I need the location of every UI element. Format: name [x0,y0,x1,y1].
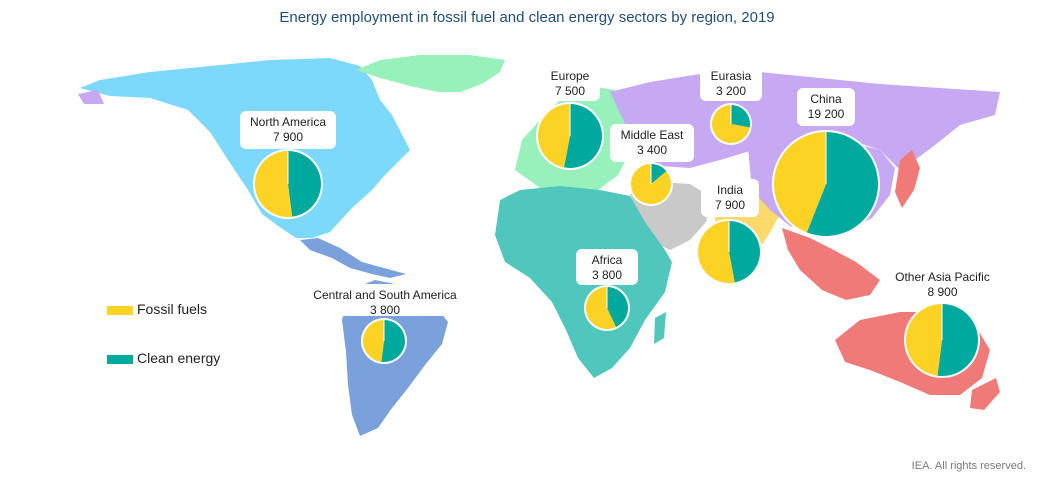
pie-slice-clean-china [806,132,878,236]
legend-label-fossil: Fossil fuels [137,301,208,317]
central-america-shape [300,238,406,278]
label-box-africa [576,249,638,285]
region-name-africa: Africa [592,253,623,267]
region-name-other-asia-pacific: Other Asia Pacific [895,270,990,284]
region-value-middle-east: 3 400 [637,143,667,157]
pie-slice-clean-europe [564,104,602,168]
label-box-middle-east [610,124,694,162]
pie-slice-clean-eurasia [731,105,750,128]
label-box-eurasia [700,65,762,101]
chart-title: Energy employment in fossil fuel and cle… [279,9,775,26]
pie-slice-fossil-central-and-south-america [362,320,384,362]
greenland-shape [356,55,505,92]
pie-slice-fossil-europe [537,104,570,168]
label-box-north-america [240,111,336,149]
region-value-india: 7 900 [715,198,745,212]
region-name-eurasia: Eurasia [711,69,752,83]
region-value-china: 19 200 [808,107,845,121]
region-value-europe: 7 500 [555,84,585,98]
continents [78,55,1000,436]
southeast-asia-shape [782,228,880,300]
pie-slice-clean-central-and-south-america [381,320,405,362]
pie-slice-fossil-africa [585,287,616,329]
madagascar-shape [654,312,666,344]
pie-slice-clean-other-asia-pacific [937,304,979,377]
pie-slice-clean-middle-east [651,164,667,184]
region-name-china: China [810,92,842,106]
region-name-north-america: North America [250,115,326,129]
alaska-tip-shape [78,90,104,104]
label-box-china [797,88,855,126]
region-name-middle-east: Middle East [621,128,684,142]
region-value-central-and-south-america: 3 800 [370,303,400,317]
region-value-eurasia: 3 200 [716,84,746,98]
region-value-north-america: 7 900 [273,130,303,144]
pie-slice-fossil-north-america [255,151,293,217]
region-name-europe: Europe [551,69,590,83]
legend-label-clean: Clean energy [137,350,221,366]
pie-slice-clean-north-america [288,151,322,217]
pie-slice-fossil-china [774,132,826,233]
region-value-other-asia-pacific: 8 900 [927,285,957,299]
pie-slice-fossil-india [697,221,735,284]
pie-slice-fossil-other-asia-pacific [906,304,942,376]
region-name-india: India [717,183,743,197]
label-box-europe [540,65,600,101]
credit-text: IEA. All rights reserved. [911,460,1026,472]
label-box-central-and-south-america [310,284,460,316]
label-box-other-asia-pacific [890,266,995,302]
label-box-india [701,179,759,217]
new-zealand-shape [970,378,1000,410]
region-value-africa: 3 800 [592,268,622,282]
pie-slice-clean-india [729,221,760,283]
legend-swatch-fossil [107,306,133,315]
legend-swatch-clean [107,355,133,364]
pie-slice-clean-africa [607,287,628,328]
region-name-central-and-south-america: Central and South America [313,288,457,302]
japan-shape [895,150,920,208]
